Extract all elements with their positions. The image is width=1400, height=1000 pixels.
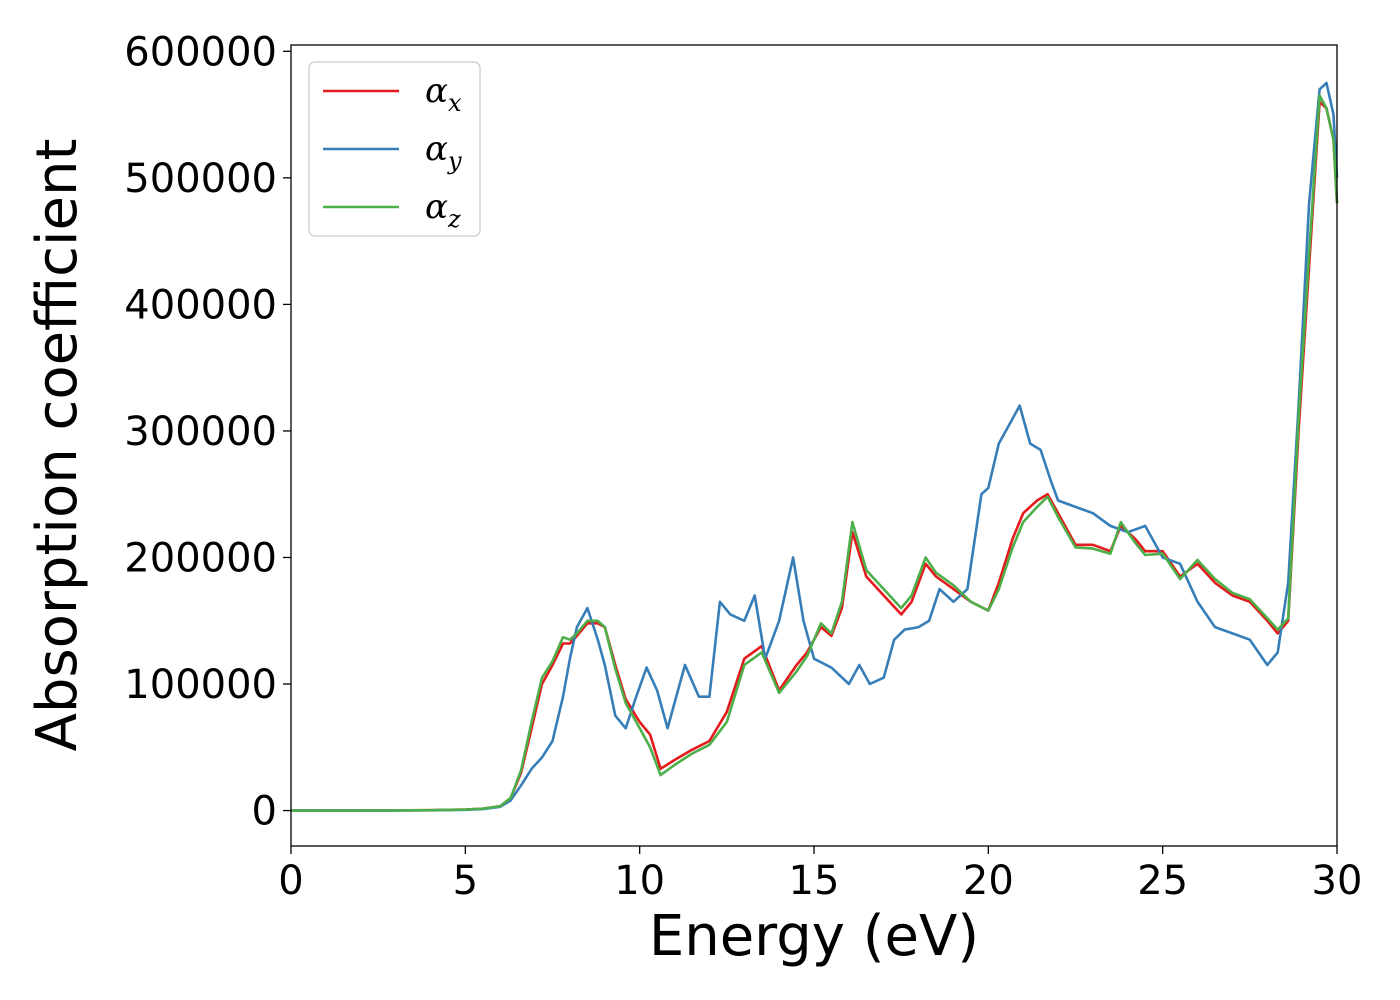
x-tick-label: 15: [789, 858, 840, 904]
x-ticks: 0 5 10 15 20 25 30: [278, 846, 1362, 904]
x-tick-label: 5: [453, 858, 478, 904]
y-tick-label: 300000: [124, 409, 277, 455]
y-tick-label: 500000: [124, 156, 277, 202]
series-layer: [291, 81, 1339, 812]
legend: αx αy αz: [308, 61, 481, 237]
y-tick-label: 100000: [124, 662, 277, 708]
y-tick-label: 0: [252, 789, 277, 835]
x-tick-label: 10: [614, 858, 665, 904]
y-tick-label: 200000: [124, 535, 277, 581]
x-axis-title: Energy (eV): [649, 904, 979, 969]
x-tick-label: 25: [1137, 858, 1188, 904]
y-tick-label: 600000: [124, 29, 277, 75]
legend-label-x: αx: [425, 71, 462, 117]
y-tick-label: 400000: [124, 282, 277, 328]
legend-label-y: αy: [425, 129, 462, 175]
y-ticks: 0 100000 200000 300000 400000 500000 600000: [124, 29, 291, 835]
x-tick-label: 30: [1312, 858, 1363, 904]
legend-label-z: αz: [425, 187, 461, 233]
x-tick-label: 20: [963, 858, 1014, 904]
series-line-z: [291, 94, 1339, 812]
series-line-y: [291, 81, 1339, 812]
series-line-x: [291, 100, 1339, 812]
y-axis-title: Absorption coefficient: [25, 139, 90, 752]
x-tick-label: 0: [278, 858, 303, 904]
